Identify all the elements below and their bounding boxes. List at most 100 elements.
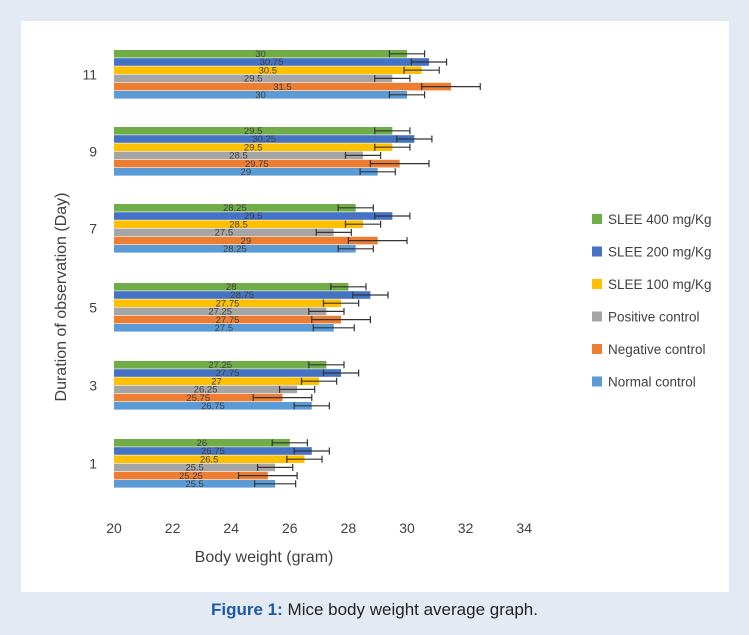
bar xyxy=(114,324,334,332)
legend-label: Normal control xyxy=(608,375,696,390)
legend-swatch xyxy=(592,344,602,354)
legend-swatch xyxy=(592,279,602,289)
data-label: 30.75 xyxy=(260,57,284,68)
bar xyxy=(114,66,422,74)
bar xyxy=(114,143,393,151)
data-label: 28.5 xyxy=(229,151,248,162)
data-label: 26.75 xyxy=(201,401,225,412)
data-label: 25.5 xyxy=(185,463,204,474)
bar xyxy=(114,455,305,463)
data-label: 30.25 xyxy=(252,134,276,145)
legend-swatch xyxy=(592,376,602,387)
bar xyxy=(114,159,400,168)
bar xyxy=(114,291,371,299)
data-label: 29.5 xyxy=(244,74,262,85)
bar xyxy=(114,447,312,455)
y-tick-label: 11 xyxy=(82,67,97,83)
data-label: 25.75 xyxy=(186,393,210,404)
data-label: 27.5 xyxy=(215,228,234,239)
bar xyxy=(114,212,393,220)
legend-label: Positive control xyxy=(608,310,700,325)
bar xyxy=(114,74,393,83)
data-label: 26 xyxy=(197,438,208,449)
bar xyxy=(114,50,407,58)
x-tick-label: 34 xyxy=(516,520,532,536)
data-label: 27.75 xyxy=(216,368,240,379)
x-tick-label: 20 xyxy=(106,520,122,536)
chart-panel: 25.5 25.25 25.5 26.5 26.75 26 26.75 25.75 26.25 2… xyxy=(21,21,729,592)
bar xyxy=(114,283,349,291)
bar xyxy=(114,393,283,402)
bar xyxy=(114,369,342,377)
bar xyxy=(114,245,356,253)
legend-swatch xyxy=(592,311,602,322)
bar xyxy=(114,299,342,307)
data-label: 28.25 xyxy=(223,244,247,255)
y-tick-label: 3 xyxy=(89,378,97,394)
data-label: 30.5 xyxy=(259,65,278,76)
data-label: 31.5 xyxy=(273,82,292,93)
bar xyxy=(114,307,327,316)
axis-layer: 1 3 5 7 9 11 20 22 24 26 28 30 32 34 xyxy=(82,67,532,536)
legend-swatch xyxy=(592,214,602,224)
x-tick-label: 24 xyxy=(223,520,239,536)
error-bars-layer xyxy=(237,50,481,488)
data-label: 27.75 xyxy=(216,315,240,326)
bar xyxy=(114,377,320,385)
bar xyxy=(114,385,298,394)
bar xyxy=(114,204,356,212)
bar xyxy=(114,480,276,488)
legend-label: Negative control xyxy=(608,342,706,357)
x-tick-label: 22 xyxy=(165,520,181,536)
data-label: 29 xyxy=(241,167,252,178)
caption-label: Figure 1: xyxy=(211,600,283,619)
x-tick-label: 26 xyxy=(282,520,298,536)
bar xyxy=(114,58,429,66)
y-tick-label: 7 xyxy=(89,221,97,237)
data-label: 28.25 xyxy=(223,203,247,214)
data-label: 30 xyxy=(255,49,266,60)
data-label: 29 xyxy=(241,236,252,247)
bar xyxy=(114,463,276,472)
data-label: 25.5 xyxy=(185,479,204,490)
data-label: 27.25 xyxy=(208,307,232,318)
data-label: 26.25 xyxy=(194,385,218,396)
data-label: 25.25 xyxy=(179,471,203,482)
data-label: 27.75 xyxy=(216,298,240,309)
bar xyxy=(114,361,327,369)
y-tick-label: 1 xyxy=(89,456,97,472)
caption-text: Mice body weight average graph. xyxy=(282,600,538,619)
bar xyxy=(114,135,415,143)
data-label: 29.5 xyxy=(244,142,262,153)
y-tick-label: 5 xyxy=(89,300,97,316)
y-axis-title: Duration of observation (Day) xyxy=(53,193,70,402)
bar xyxy=(114,439,290,447)
data-label: 28 xyxy=(226,282,237,293)
bar xyxy=(114,151,364,160)
bar xyxy=(114,402,312,410)
data-label: 29.5 xyxy=(244,126,262,137)
data-label: 28.75 xyxy=(230,290,254,301)
data-label: 29.75 xyxy=(245,159,269,170)
data-label: 26.5 xyxy=(200,454,219,465)
bar xyxy=(114,82,451,91)
bar xyxy=(114,91,407,99)
data-label: 29.5 xyxy=(244,211,262,222)
bar xyxy=(114,168,378,176)
bar xyxy=(114,127,393,135)
bar xyxy=(114,228,334,237)
x-tick-label: 30 xyxy=(399,520,415,536)
data-label: 30 xyxy=(255,90,266,101)
data-label: 26.75 xyxy=(201,446,225,457)
bar xyxy=(114,471,268,480)
x-axis-title: Body weight (gram) xyxy=(195,549,334,566)
legend-label: SLEE 400 mg/Kg xyxy=(608,212,712,227)
bar xyxy=(114,236,378,245)
data-label: 27 xyxy=(211,376,222,387)
x-tick-label: 32 xyxy=(458,520,474,536)
bars-layer xyxy=(114,50,451,488)
data-label: 28.5 xyxy=(229,219,248,230)
x-tick-label: 28 xyxy=(341,520,357,536)
data-label: 27.25 xyxy=(208,360,232,371)
legend: SLEE 400 mg/Kg SLEE 200 mg/Kg SLEE 100 mg/… xyxy=(592,212,712,390)
